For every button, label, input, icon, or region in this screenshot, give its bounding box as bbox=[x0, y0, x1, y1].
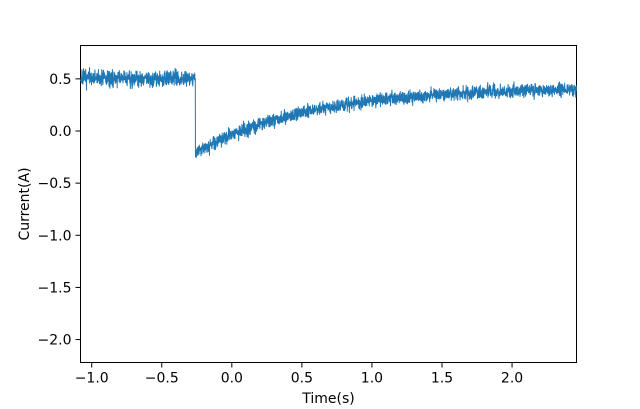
y-tick-label: −1.0 bbox=[38, 228, 72, 244]
x-axis-label: Time(s) bbox=[302, 391, 355, 407]
x-tick-label: 0.5 bbox=[291, 371, 313, 387]
x-tick-label: 2.0 bbox=[501, 371, 523, 387]
y-tick-label: 0.0 bbox=[49, 124, 71, 140]
y-tick-label: −0.5 bbox=[38, 176, 72, 192]
x-tick-label: −0.5 bbox=[145, 371, 179, 387]
y-tick-label: 0.5 bbox=[49, 72, 71, 88]
series-current-vs-time-line bbox=[80, 66, 577, 158]
x-tick-label: 0.0 bbox=[221, 371, 243, 387]
y-tick-label: −2.0 bbox=[38, 333, 72, 349]
x-tick-label: 1.0 bbox=[361, 371, 383, 387]
x-tick-label: −1.0 bbox=[75, 371, 109, 387]
y-axis-label: Current(A) bbox=[17, 167, 33, 241]
axes-spines bbox=[80, 45, 577, 363]
y-tick-label: −1.5 bbox=[38, 280, 72, 296]
x-tick-label: 1.5 bbox=[431, 371, 453, 387]
